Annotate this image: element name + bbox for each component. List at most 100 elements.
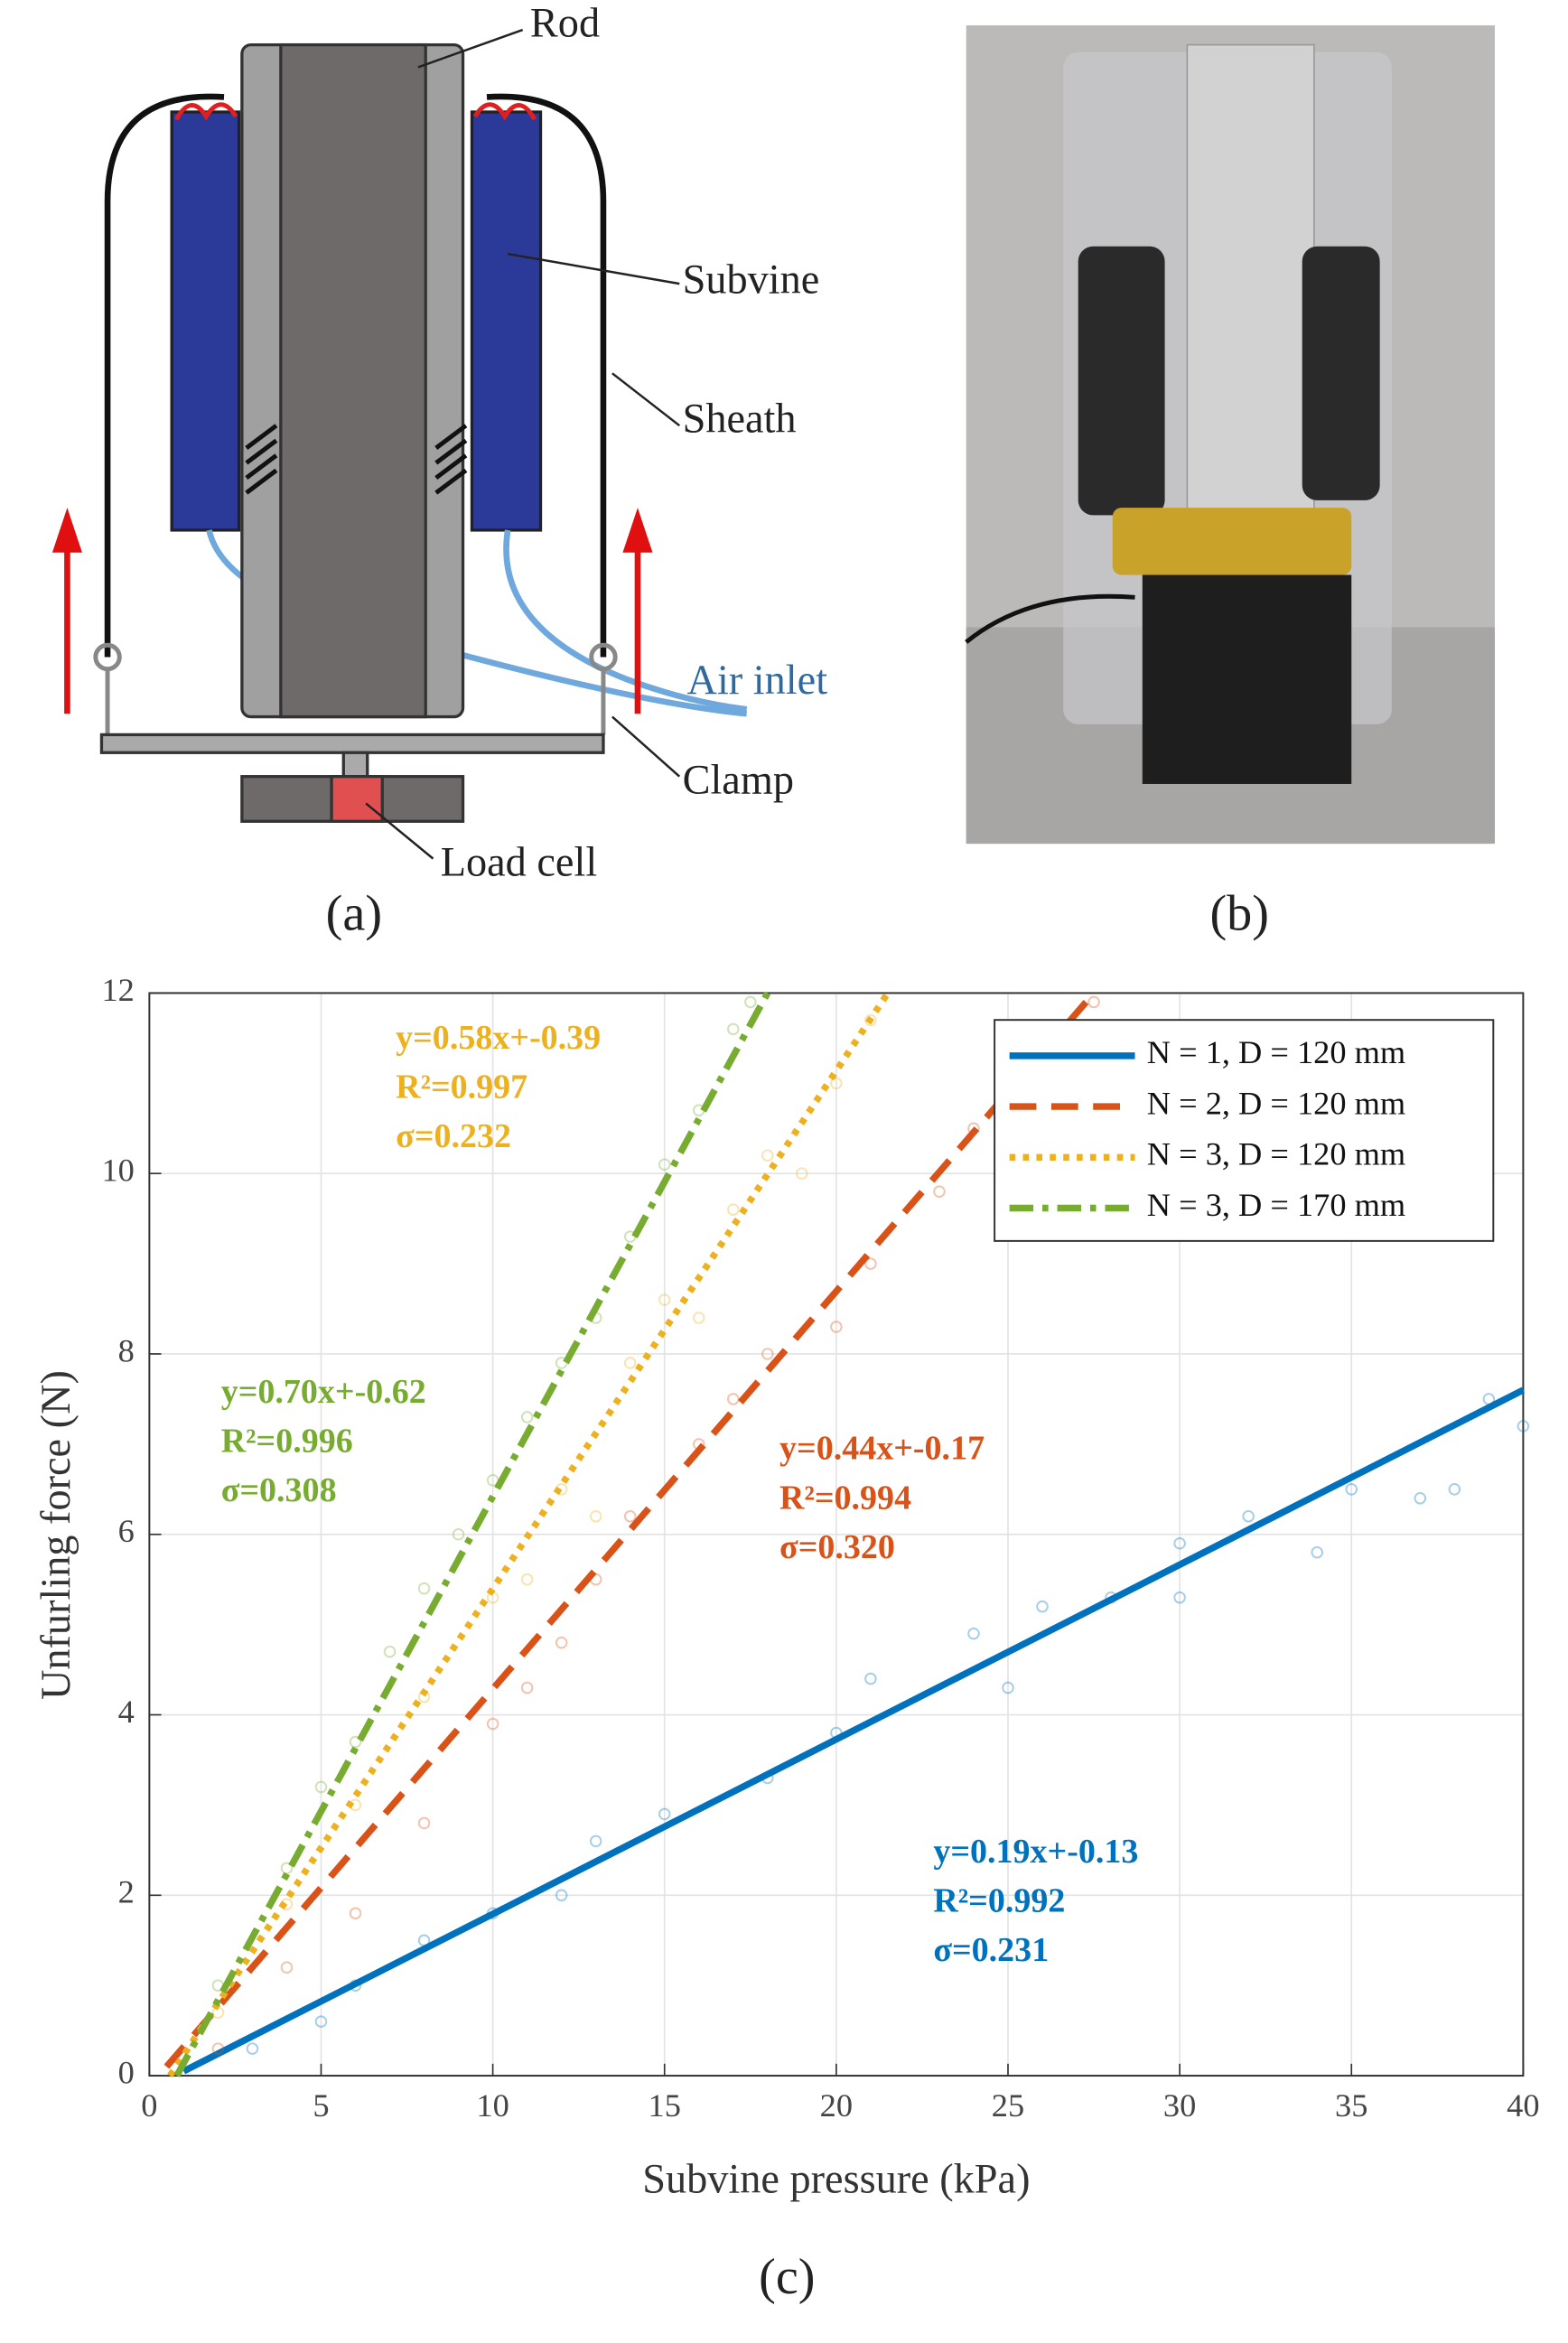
- pipe: [1186, 43, 1315, 583]
- scatter-point: [1242, 1509, 1255, 1523]
- leader: [365, 28, 681, 860]
- x-tick-label: 0: [141, 2087, 157, 2124]
- annotation: σ=0.232: [396, 1117, 511, 1155]
- scatter-point: [555, 1889, 568, 1902]
- x-tick-label: 25: [992, 2087, 1024, 2124]
- sheath: [104, 93, 225, 658]
- scatter-point: [1087, 995, 1100, 1009]
- scatter-point: [589, 1509, 602, 1523]
- scatter-point: [1173, 1591, 1186, 1604]
- y-tick-label: 10: [101, 1153, 134, 1189]
- panel-a-diagram: Rod Subvine Sheath Air inlet Clamp Load …: [51, 0, 827, 942]
- scatter-point: [658, 1293, 671, 1306]
- subvine: [470, 110, 543, 532]
- y-axis-label: Unfurling force (N): [33, 1370, 79, 1700]
- scatter-point: [1414, 1492, 1427, 1505]
- hook-stem: [105, 668, 606, 735]
- stem: [341, 751, 369, 779]
- arrow: [64, 529, 641, 714]
- fit-line: [182, 1386, 1526, 2075]
- x-tick-label: 35: [1335, 2087, 1367, 2124]
- scatter-point: [658, 1158, 671, 1171]
- legend-label: N = 2, D = 120 mm: [1147, 1085, 1405, 1121]
- annotation: σ=0.231: [933, 1931, 1049, 1969]
- scatter-point: [967, 1627, 980, 1640]
- scatter-point: [796, 1167, 808, 1180]
- caption: (c): [759, 2249, 815, 2305]
- annotation: R²=0.996: [221, 1422, 353, 1460]
- scatter-point: [280, 1862, 294, 1875]
- subvine: [1078, 246, 1165, 516]
- fit-line: [163, 991, 1097, 2069]
- caption: (a): [326, 886, 382, 942]
- annotation: R²=0.992: [933, 1882, 1065, 1920]
- y-tick-label: 2: [118, 1874, 135, 1910]
- scatter-point: [1345, 1483, 1358, 1496]
- y-tick-label: 4: [118, 1694, 135, 1730]
- annotation: σ=0.308: [221, 1471, 337, 1509]
- load-cell: [330, 775, 384, 823]
- scatter-point: [417, 1816, 431, 1830]
- x-tick-label: 5: [313, 2087, 329, 2124]
- x-tick-label: 40: [1507, 2087, 1539, 2124]
- scatter-point: [864, 1672, 877, 1685]
- x-tick-label: 15: [649, 2087, 681, 2124]
- y-tick-label: 8: [118, 1332, 135, 1368]
- annotation: y=0.70x+-0.62: [221, 1373, 426, 1411]
- y-tick-label: 6: [118, 1513, 135, 1549]
- scatter-point: [520, 1573, 534, 1586]
- scatter-point: [314, 2015, 328, 2028]
- scatter-point: [486, 1717, 499, 1731]
- scatter-point: [246, 2042, 259, 2055]
- legend-label: N = 3, D = 120 mm: [1147, 1136, 1405, 1172]
- subvine: [170, 110, 241, 532]
- scatter-point: [280, 1961, 294, 1974]
- scatter-point: [349, 1907, 362, 1920]
- x-tick-label: 30: [1163, 2087, 1196, 2124]
- annotation: R²=0.997: [396, 1069, 527, 1106]
- hatch: [245, 424, 468, 495]
- scatter-point: [520, 1681, 534, 1694]
- panel-b-photo: (b): [965, 25, 1495, 942]
- scatter-point: [744, 995, 757, 1009]
- annotation: y=0.44x+-0.17: [779, 1430, 985, 1468]
- scatter-point: [1311, 1545, 1324, 1559]
- scatter-point: [623, 1357, 637, 1369]
- base: [1142, 574, 1352, 784]
- scatter-point: [211, 2042, 225, 2055]
- sheath: [486, 93, 607, 658]
- scatter-point: [589, 1834, 602, 1848]
- scatter-point: [727, 1393, 740, 1405]
- cable: [965, 593, 1135, 644]
- scatter-point: [452, 1527, 465, 1541]
- subvine: [1302, 246, 1380, 500]
- scatter-point: [830, 1321, 843, 1333]
- annotation: σ=0.320: [779, 1528, 895, 1566]
- plot-frame: [148, 992, 1525, 2077]
- legend-label: N = 1, D = 120 mm: [1147, 1034, 1405, 1070]
- air-tube: [503, 529, 748, 713]
- scatter-point: [761, 1348, 774, 1360]
- fit-line: [173, 991, 771, 2077]
- clamp: [1112, 508, 1352, 575]
- scatter-point: [864, 1013, 877, 1027]
- scatter-point: [520, 1411, 534, 1424]
- label: Rod: [530, 0, 600, 46]
- scatter-point: [658, 1807, 671, 1821]
- panel-c-chart: Subvine pressure (kPa) Unfurling force (…: [33, 972, 1540, 2305]
- scatter-point: [692, 1312, 705, 1324]
- scatter-point: [1173, 1536, 1186, 1550]
- rod-core: [279, 42, 427, 719]
- scatter-point: [1517, 1420, 1530, 1433]
- x-axis-label: Subvine pressure (kPa): [642, 2157, 1030, 2203]
- clamp-bar: [99, 733, 605, 754]
- annotation: y=0.58x+-0.39: [396, 1019, 601, 1057]
- annotation: R²=0.994: [779, 1479, 911, 1517]
- caption: (b): [1209, 886, 1269, 942]
- annotation: y=0.19x+-0.13: [933, 1833, 1138, 1871]
- fold: [173, 102, 238, 121]
- scatter-point: [555, 1636, 568, 1649]
- y-tick-label: 12: [101, 972, 134, 1008]
